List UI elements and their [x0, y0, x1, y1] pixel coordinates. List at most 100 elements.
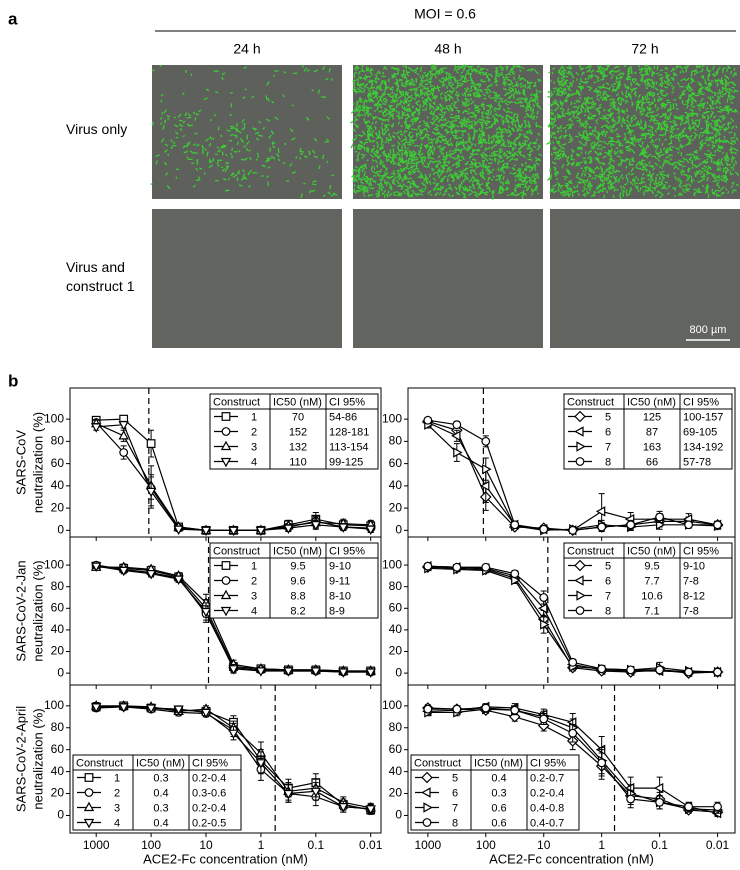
marker — [452, 420, 462, 430]
y-tick-label: 100 — [382, 411, 402, 425]
legend-entry: 8 — [605, 605, 611, 617]
marker — [220, 589, 232, 600]
legend-header: CI 95% — [683, 396, 719, 408]
marker — [537, 603, 548, 614]
legend-ci: 9-10 — [329, 560, 351, 572]
marker — [626, 665, 636, 675]
marker — [574, 426, 584, 437]
marker — [597, 522, 607, 532]
legend-entry: 1 — [114, 772, 120, 784]
y-tick-label: 0 — [395, 665, 402, 679]
marker — [173, 705, 184, 715]
marker — [574, 575, 584, 586]
x-tick-label: 0.01 — [359, 838, 383, 852]
marker — [83, 801, 95, 812]
marker — [653, 782, 664, 794]
row-label: Virus and construct 1 — [66, 259, 135, 294]
y-tick-label: 60 — [389, 456, 403, 470]
x-tick-label: 1 — [258, 838, 265, 852]
marker — [200, 526, 212, 537]
legend-ic50: 9.5 — [290, 560, 305, 572]
y-tick-label: 20 — [389, 644, 403, 658]
marker — [228, 729, 239, 740]
marker — [118, 566, 129, 577]
marker — [221, 427, 231, 436]
marker — [173, 575, 184, 585]
micrograph — [152, 209, 342, 348]
marker — [283, 524, 294, 534]
marker — [481, 703, 491, 713]
legend-header: IC50 (nM) — [627, 396, 676, 408]
y-tick-label: 40 — [389, 764, 403, 778]
y-tick-label: 80 — [389, 720, 403, 734]
legend-header: IC50 (nM) — [136, 757, 185, 769]
x-tick-label: 0.1 — [307, 838, 324, 852]
marker — [655, 512, 665, 522]
y-tick-label: 100 — [44, 557, 64, 571]
y-tick-label: 60 — [51, 742, 65, 756]
legend-header: Construct — [213, 545, 260, 557]
y-axis-label: SARS-CoV-2-April — [13, 706, 28, 812]
marker — [90, 423, 102, 433]
marker — [90, 703, 102, 713]
marker — [421, 787, 431, 798]
marker — [255, 667, 267, 677]
marker — [90, 562, 102, 572]
legend-header: Construct — [414, 757, 461, 769]
marker — [684, 667, 694, 677]
y-tick-label: 60 — [389, 742, 403, 756]
legend-header: Construct — [567, 396, 614, 408]
y-tick-label: 80 — [389, 434, 403, 448]
marker — [423, 704, 433, 714]
y-tick-label: 80 — [51, 720, 65, 734]
micrograph — [550, 209, 740, 348]
y-tick-label: 60 — [51, 600, 65, 614]
legend-ic50: 66 — [646, 456, 658, 468]
marker — [220, 606, 232, 617]
legend-entry: 1 — [251, 411, 257, 423]
marker — [421, 771, 433, 784]
legend-entry: 4 — [114, 817, 120, 829]
y-tick-label: 80 — [51, 579, 65, 593]
marker — [173, 525, 184, 536]
legend-ci: 8-12 — [683, 590, 705, 602]
micrograph — [152, 65, 342, 199]
marker — [684, 802, 694, 812]
marker — [576, 590, 586, 601]
legend-ic50: 163 — [643, 441, 661, 453]
legend-ci: 54-86 — [329, 411, 357, 423]
legend-header: CI 95% — [329, 545, 365, 557]
legend-ci: 8-10 — [329, 590, 351, 602]
legend-entry: 3 — [251, 441, 257, 453]
legend-ic50: 0.3 — [153, 802, 168, 814]
marker — [510, 569, 520, 579]
marker — [575, 606, 585, 615]
marker — [481, 436, 491, 446]
marker — [84, 788, 94, 797]
fluorescence — [350, 64, 543, 200]
fluorescence — [150, 64, 338, 198]
legend-ci: 7-8 — [683, 575, 699, 587]
marker — [479, 480, 490, 492]
marker — [568, 657, 578, 667]
marker — [540, 619, 550, 630]
legend-ci: 57-78 — [683, 456, 711, 468]
marker — [626, 520, 636, 530]
legend-ci: 9-11 — [329, 575, 350, 587]
column-label: 72 h — [631, 41, 658, 57]
x-tick-label: 100 — [476, 838, 496, 852]
legend-header: Construct — [76, 757, 123, 769]
marker — [423, 802, 433, 813]
legend-ci: 9-10 — [683, 560, 705, 572]
plot-frame — [69, 684, 382, 834]
legend-header: IC50 (nM) — [627, 545, 676, 557]
marker — [221, 576, 231, 585]
legend-ci: 7-8 — [683, 605, 699, 617]
marker — [575, 457, 585, 466]
scale-bar-label: 800 µm — [690, 324, 727, 336]
y-tick-label: 40 — [389, 478, 403, 492]
legend-ic50: 0.6 — [491, 817, 506, 829]
legend-entry: 3 — [114, 802, 120, 814]
legend-ic50: 0.6 — [491, 802, 506, 814]
